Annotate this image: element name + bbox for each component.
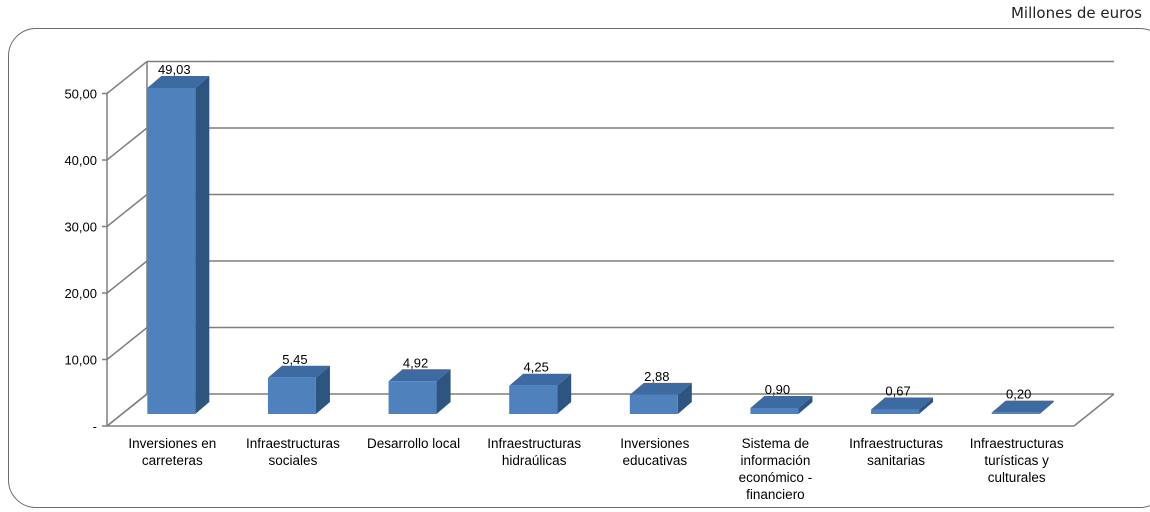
bar-side bbox=[677, 382, 692, 414]
category-label: Infraestructuras bbox=[487, 436, 581, 451]
category-label: información bbox=[741, 453, 811, 468]
data-label: 0,67 bbox=[885, 384, 910, 399]
unit-label: Millones de euros bbox=[1010, 4, 1142, 22]
bar-front bbox=[267, 377, 316, 414]
category-label: sanitarias bbox=[867, 453, 925, 468]
bar-side bbox=[557, 373, 572, 414]
chart-frame bbox=[8, 28, 1150, 508]
bar-top bbox=[629, 382, 692, 395]
ytick-label: 50,00 bbox=[64, 87, 97, 102]
bar bbox=[388, 369, 451, 414]
data-label: 4,25 bbox=[524, 360, 549, 375]
ytick-label: 40,00 bbox=[64, 153, 97, 168]
bar-front bbox=[629, 394, 678, 414]
side-gridline-10 bbox=[106, 326, 148, 361]
category-label: Inversiones en bbox=[128, 436, 216, 451]
bar-top bbox=[871, 397, 934, 410]
bar-top bbox=[750, 396, 813, 409]
bar bbox=[147, 75, 210, 414]
bar bbox=[991, 400, 1054, 414]
bar-front bbox=[388, 381, 437, 414]
bar-front bbox=[750, 408, 799, 414]
ytick-label: 10,00 bbox=[64, 353, 97, 368]
side-gridline-50 bbox=[106, 60, 148, 95]
bar-side bbox=[315, 365, 330, 414]
data-label: 4,92 bbox=[403, 355, 428, 370]
bar-front bbox=[871, 409, 920, 414]
side-gridline-40 bbox=[106, 127, 148, 161]
bar-front bbox=[147, 87, 196, 414]
category-label: carreteras bbox=[142, 453, 203, 468]
ytick-label: 20,00 bbox=[64, 286, 97, 301]
bar-side bbox=[195, 75, 210, 414]
category-label: Infraestructuras bbox=[246, 436, 340, 451]
side-gridline-20 bbox=[106, 260, 148, 294]
category-label: Infraestructuras bbox=[849, 436, 943, 451]
floor-right-edge bbox=[1073, 393, 1115, 427]
data-label: 2,88 bbox=[644, 369, 669, 384]
category-label: económico - bbox=[739, 470, 813, 485]
data-label: 5,45 bbox=[282, 352, 307, 367]
bar-front bbox=[509, 385, 558, 414]
bar bbox=[871, 397, 934, 414]
data-label: 0,20 bbox=[1006, 387, 1031, 402]
bar bbox=[267, 365, 330, 414]
bar-top bbox=[147, 75, 210, 88]
side-gridline-30 bbox=[106, 193, 148, 228]
category-label: hidraúlicas bbox=[502, 453, 567, 468]
bar-side bbox=[919, 397, 934, 414]
category-label: culturales bbox=[988, 470, 1046, 485]
bar-side bbox=[436, 369, 451, 414]
bar-front bbox=[991, 412, 1040, 414]
bar-top bbox=[509, 373, 572, 386]
bar-top bbox=[267, 365, 330, 378]
bar-side bbox=[1039, 400, 1054, 414]
category-label: Inversiones bbox=[620, 436, 689, 451]
bar-side bbox=[798, 396, 813, 414]
bar bbox=[629, 382, 692, 414]
side-gridline-0 bbox=[106, 393, 148, 427]
category-label: educativas bbox=[623, 453, 688, 468]
category-label: Sistema de bbox=[742, 436, 810, 451]
category-label: Infraestructuras bbox=[970, 436, 1064, 451]
ytick-label: 30,00 bbox=[64, 220, 97, 235]
bar-top bbox=[991, 400, 1054, 413]
bar bbox=[509, 373, 572, 414]
gridlines bbox=[102, 60, 1115, 427]
category-label: turísticas y bbox=[984, 453, 1049, 468]
data-label: 0,90 bbox=[765, 382, 790, 397]
ytick-label: - bbox=[93, 419, 97, 434]
data-label: 49,03 bbox=[158, 62, 191, 77]
category-label: Desarrollo local bbox=[367, 436, 460, 451]
bar bbox=[750, 396, 813, 414]
bar-top bbox=[388, 369, 451, 382]
category-label: sociales bbox=[269, 453, 318, 468]
category-label: financiero bbox=[746, 487, 805, 502]
